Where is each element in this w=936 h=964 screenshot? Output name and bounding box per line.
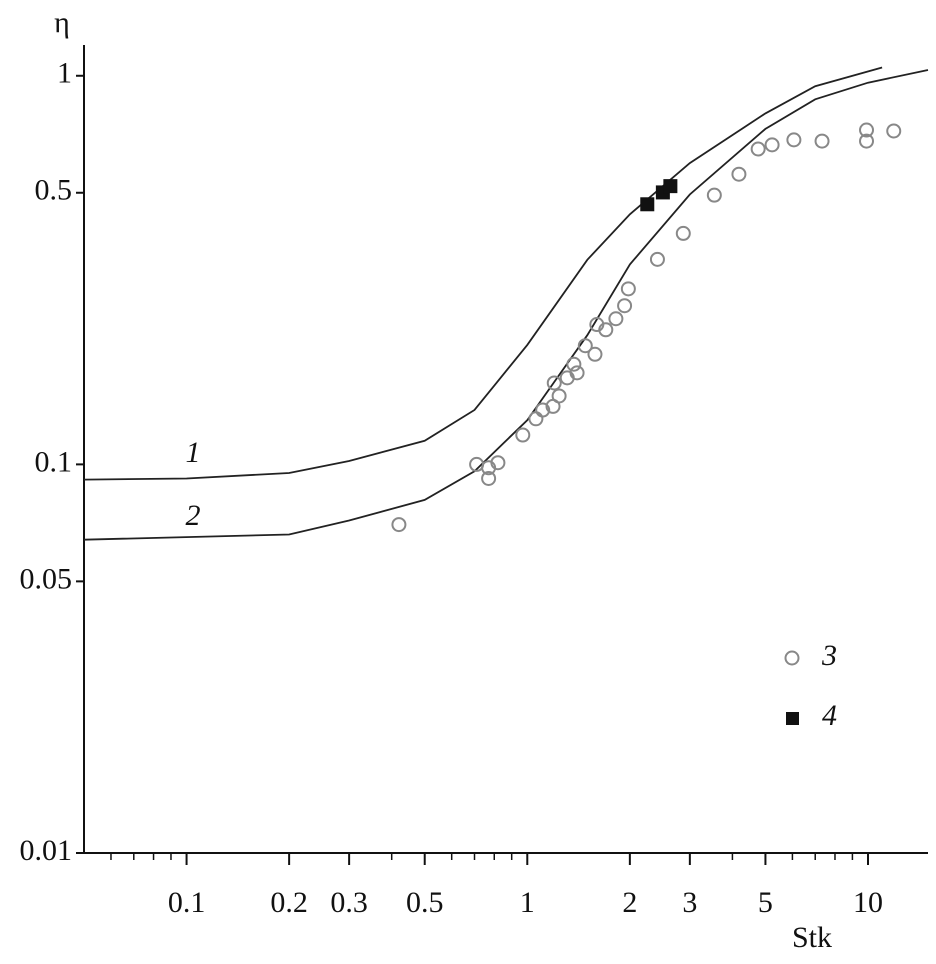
point xyxy=(598,322,614,338)
curve xyxy=(83,69,929,541)
legend-marker xyxy=(784,650,800,666)
y-tick-label: 0.5 xyxy=(35,174,73,207)
point xyxy=(859,133,875,149)
x-tick-label: 0.5 xyxy=(406,886,444,919)
point xyxy=(566,356,582,372)
point xyxy=(814,133,830,149)
point xyxy=(617,298,633,314)
x-tick-label: 0.3 xyxy=(330,886,368,919)
point xyxy=(587,346,603,362)
curve xyxy=(83,66,883,481)
x-tick-label: 5 xyxy=(758,886,773,919)
point xyxy=(515,427,531,443)
point xyxy=(490,455,506,471)
x-tick-label: 10 xyxy=(853,886,883,919)
legend-label: 3 xyxy=(821,639,837,672)
point xyxy=(750,141,766,157)
point xyxy=(535,402,551,418)
point xyxy=(481,470,497,486)
curve-label: 2 xyxy=(186,499,201,532)
x-tick-label: 3 xyxy=(682,886,697,919)
point xyxy=(546,375,562,391)
point xyxy=(551,388,567,404)
point xyxy=(577,338,593,354)
point xyxy=(649,251,665,267)
x-tick-label: 2 xyxy=(622,886,637,919)
point xyxy=(886,123,902,139)
y-tick-label: 0.01 xyxy=(20,834,73,867)
y-tick-label: 0.05 xyxy=(20,562,73,595)
point xyxy=(391,517,407,533)
x-tick-label: 0.2 xyxy=(270,886,308,919)
legend-marker xyxy=(786,712,799,725)
point xyxy=(608,311,624,327)
point xyxy=(706,187,722,203)
point xyxy=(786,132,802,148)
x-tick-label: 0.1 xyxy=(168,886,206,919)
point xyxy=(569,365,585,381)
point xyxy=(859,122,875,138)
y-axis-label: η xyxy=(54,6,70,39)
y-tick-label: 0.1 xyxy=(35,445,73,478)
legend-label: 4 xyxy=(822,699,837,732)
point xyxy=(764,137,780,153)
point xyxy=(528,411,544,427)
x-tick-label: 1 xyxy=(520,886,535,919)
point xyxy=(675,225,691,241)
point xyxy=(640,197,655,212)
point xyxy=(620,281,636,297)
x-axis-label: Stk xyxy=(792,921,832,954)
point xyxy=(663,179,678,194)
point xyxy=(731,166,747,182)
y-tick-label: 1 xyxy=(57,57,72,90)
curve-label: 1 xyxy=(186,436,201,469)
